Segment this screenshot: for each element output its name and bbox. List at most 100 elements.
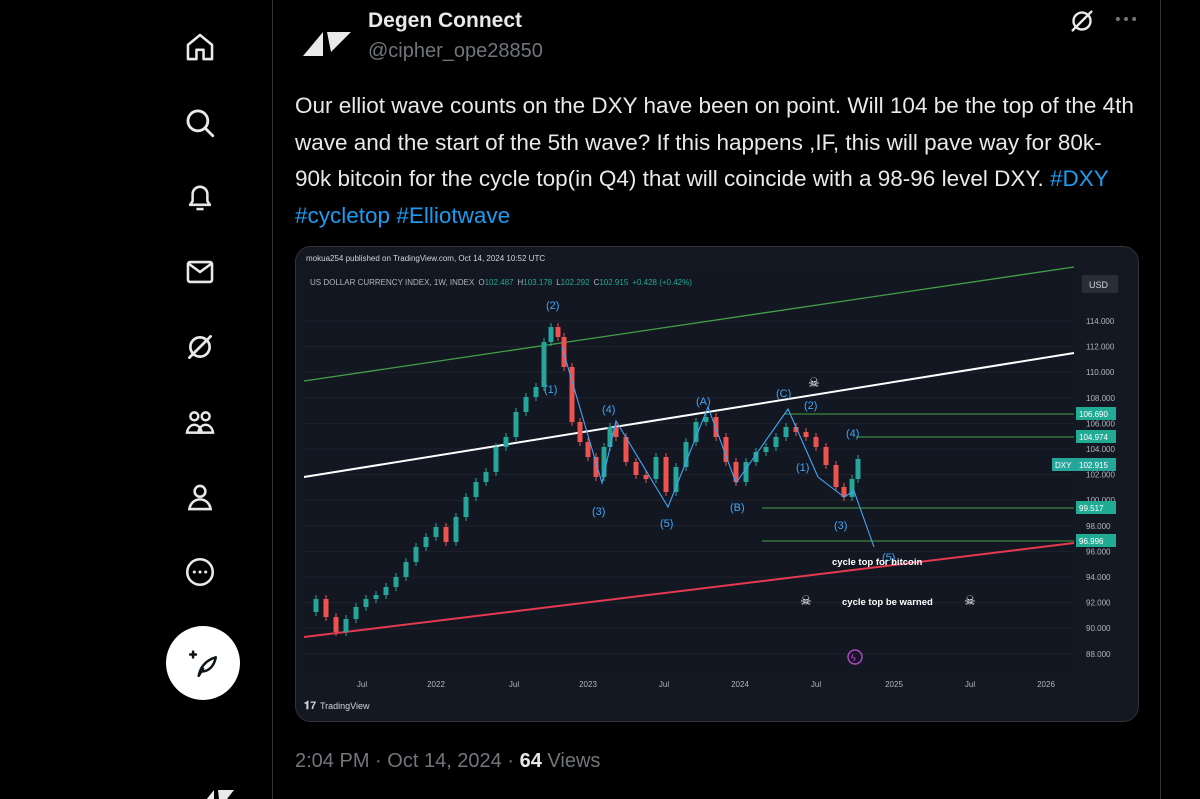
skull-marker-right: ☠ — [964, 593, 976, 608]
lightning-badge-icon — [847, 649, 863, 665]
candle-body — [733, 462, 739, 482]
candle-body — [613, 427, 619, 437]
grok-explain-icon[interactable] — [1067, 6, 1097, 36]
candle-body — [763, 447, 769, 452]
candle-body — [413, 547, 419, 562]
candle-body — [585, 442, 591, 457]
y-tick-label: 114.000 — [1086, 317, 1115, 326]
x-tick-label: 2024 — [731, 680, 749, 689]
price-tag-label: 96.996 — [1079, 537, 1104, 546]
x-tick-label: 2026 — [1037, 680, 1055, 689]
wave-label-4b: (4) — [846, 428, 859, 440]
annotation-cycle-top: cycle top for bitcoin — [832, 557, 922, 568]
x-tick-label: Jul — [659, 680, 669, 689]
candle-body — [673, 467, 679, 492]
candle-body — [623, 437, 629, 462]
price-tag-label: 102.915 — [1079, 461, 1108, 470]
chart-currency-badge: USD — [1089, 280, 1109, 290]
y-tick-label: 98.000 — [1086, 522, 1111, 531]
x-tick-label: Jul — [509, 680, 519, 689]
candle-body — [313, 599, 319, 612]
y-tick-label: 90.000 — [1086, 624, 1111, 633]
candle-body — [663, 457, 669, 492]
post-media-chart[interactable]: mokua254 published on TradingView.com, O… — [295, 246, 1139, 722]
grok-icon[interactable] — [168, 315, 232, 379]
separator-dot: · — [507, 750, 515, 772]
y-tick-label: 96.000 — [1086, 547, 1111, 556]
candle-body — [793, 427, 799, 432]
messages-icon[interactable] — [168, 240, 232, 304]
more-icon[interactable] — [168, 540, 232, 604]
wave-label-b: (B) — [730, 502, 745, 514]
candle-body — [463, 497, 469, 517]
candle-body — [453, 517, 459, 542]
compose-button[interactable] — [166, 626, 240, 700]
candle-body — [323, 599, 329, 617]
candle-body — [813, 437, 819, 447]
candle-body — [841, 487, 847, 497]
notifications-icon[interactable] — [168, 165, 232, 229]
candle-body — [833, 465, 839, 487]
y-tick-label: 94.000 — [1086, 573, 1111, 582]
candle-body — [855, 459, 861, 479]
column-divider-right — [1160, 0, 1161, 799]
price-tag-bg — [1076, 430, 1116, 443]
y-tick-label: 92.000 — [1086, 599, 1111, 608]
author-avatar[interactable] — [299, 8, 355, 64]
candle-body — [403, 562, 409, 577]
candle-body — [849, 479, 855, 497]
chart-symbol-line: US DOLLAR CURRENCY INDEX, 1W, INDEX O102.… — [310, 278, 692, 287]
author-handle[interactable]: @cipher_ope28850 — [368, 40, 543, 62]
separator-dot: · — [375, 750, 382, 772]
price-tag-symbol: DXY — [1055, 461, 1072, 470]
profile-icon[interactable] — [168, 465, 232, 529]
communities-icon[interactable] — [168, 390, 232, 454]
hashtag-dxy[interactable]: #DXY — [1049, 166, 1109, 191]
candle-body — [713, 417, 719, 437]
price-tag-bg — [1076, 501, 1116, 514]
hashtag-cycletop[interactable]: #cycletop — [295, 202, 391, 228]
candle-body — [555, 327, 561, 337]
more-options-icon[interactable] — [1111, 4, 1141, 34]
sidebar-nav — [0, 0, 272, 799]
mid-resistance-line — [303, 352, 1075, 478]
wave-label-1: (1) — [544, 384, 557, 396]
candle-body — [493, 447, 499, 472]
candle-body — [541, 342, 547, 387]
candle-body — [753, 452, 759, 462]
y-tick-label: 108.000 — [1086, 394, 1115, 403]
views-count: 64 — [519, 750, 542, 772]
lower-channel-line — [303, 542, 1075, 638]
chart-published-line: mokua254 published on TradingView.com, O… — [306, 254, 545, 263]
y-tick-label: 102.000 — [1086, 471, 1115, 480]
post-date[interactable]: Oct 14, 2024 — [387, 750, 502, 772]
price-tag-bg — [1076, 407, 1116, 420]
post-detail: Degen Connect @cipher_ope28850 Our ellio… — [273, 0, 1160, 799]
y-tick-label: 100.000 — [1086, 496, 1115, 505]
wave-label-c: (C) — [776, 388, 791, 400]
hashtag-elliotwave[interactable]: #Elliotwave — [396, 202, 511, 228]
author-name[interactable]: Degen Connect — [368, 9, 523, 32]
wave-label-5: (5) — [660, 518, 673, 530]
x-tick-label: 2025 — [885, 680, 903, 689]
candle-body — [533, 387, 539, 397]
views-label: Views — [547, 750, 601, 772]
y-tick-label: 112.000 — [1086, 343, 1115, 352]
account-avatar-partial[interactable] — [196, 782, 236, 799]
wave-label-3: (3) — [592, 506, 605, 518]
candle-body — [503, 437, 509, 447]
y-tick-label: 110.000 — [1086, 368, 1115, 377]
candle-body — [443, 527, 449, 542]
wave-label-4: (4) — [602, 404, 615, 416]
home-icon[interactable] — [168, 15, 232, 79]
skull-marker-left: ☠ — [800, 593, 812, 608]
candle-body — [333, 617, 339, 632]
candle-body — [548, 327, 554, 342]
search-icon[interactable] — [168, 91, 232, 155]
candle-body — [473, 482, 479, 497]
annotation-warned: cycle top be warned — [842, 597, 933, 608]
post-time[interactable]: 2:04 PM — [295, 750, 370, 772]
candle-body — [577, 422, 583, 442]
candle-body — [607, 427, 613, 447]
price-tag-symbol-bg — [1052, 458, 1076, 471]
